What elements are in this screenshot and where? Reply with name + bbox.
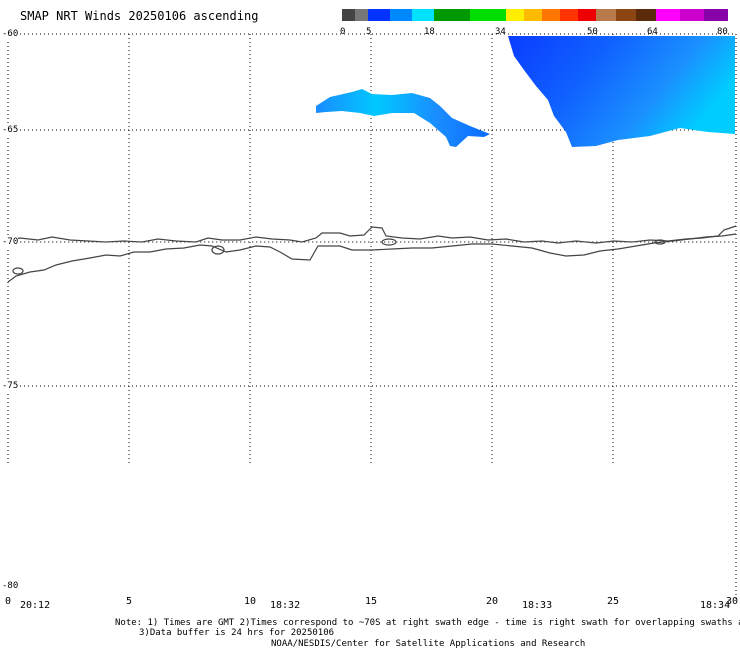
lon-label-0: 0 [5,596,12,607]
time-label-1: 20:12 [20,600,51,611]
colorbar-label-64: 64 [647,27,658,37]
lat-label-80: -80 [2,580,19,592]
map-title: SMAP NRT Winds 20250106 ascending [20,9,259,23]
coastline-island-3 [211,245,225,255]
coastline-ground-line [7,233,737,283]
time-label-3: 18:33 [522,600,553,611]
colorbar-segment-17 [704,9,728,21]
lon-label-10: 10 [244,596,257,607]
colorbar-strip [342,9,728,21]
lon-label-5: 5 [126,596,133,607]
colorbar-segment-8 [524,9,542,21]
colorbar-segment-10 [560,9,578,21]
note-line-2: 3)Data buffer is 24 hrs for 20250106 [139,628,335,638]
lon-label-25: 25 [607,596,620,607]
colorbar-segment-13 [616,9,636,21]
colorbar-label-0: 0 [340,27,346,37]
colorbar-label-50: 50 [587,27,598,37]
lat-label-70: -70 [2,236,19,248]
colorbar-segment-3 [390,9,412,21]
lat-label-75: -75 [2,380,19,392]
lat-label-65: -65 [2,124,19,136]
colorbar-segment-2 [368,9,390,21]
lon-label-15: 15 [365,596,378,607]
colorbar-segment-15 [656,9,680,21]
time-label-4: 18:34 [700,600,731,611]
colorbar-segment-7 [506,9,524,21]
antarctic-coastline [7,225,737,283]
wind-speed-colorbar: 0 5 18 34 50 64 80 [340,6,730,37]
lon-label-20: 20 [486,596,499,607]
note-line-1: Note: 1) Times are GMT 2)Times correspon… [115,618,740,628]
colorbar-segment-16 [680,9,704,21]
colorbar-segment-6 [470,9,506,21]
colorbar-segment-4 [412,9,434,21]
lon-label-30: 30 [726,596,739,607]
colorbar-segment-14 [636,9,656,21]
colorbar-segment-0 [342,9,355,21]
wind-swath-small [316,89,490,147]
coastline-island-1 [12,267,24,275]
wind-swath-large [508,36,735,147]
colorbar-label-5: 5 [366,27,372,37]
colorbar-label-34: 34 [495,27,506,37]
lat-label-60: -60 [2,28,19,40]
colorbar-segment-5 [434,9,470,21]
colorbar-label-18: 18 [424,27,435,37]
coastline-shelf-edge [7,225,737,244]
colorbar-segment-9 [542,9,560,21]
credit-line: NOAA/NESDIS/Center for Satellite Applica… [271,639,586,649]
time-label-2: 18:32 [270,600,301,611]
colorbar-segment-12 [596,9,616,21]
colorbar-segment-1 [355,9,368,21]
colorbar-label-80: 80 [717,27,728,37]
colorbar-segment-11 [578,9,596,21]
